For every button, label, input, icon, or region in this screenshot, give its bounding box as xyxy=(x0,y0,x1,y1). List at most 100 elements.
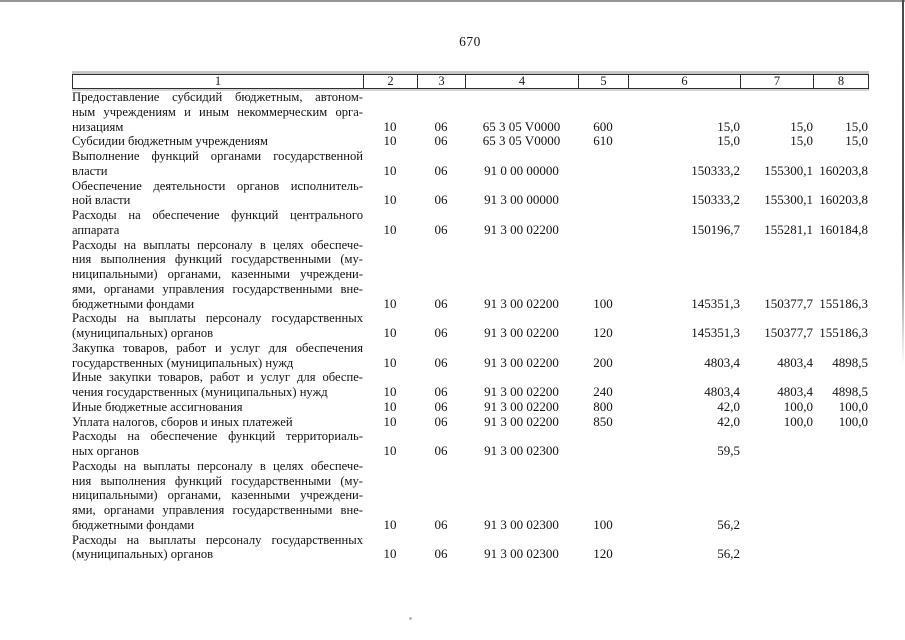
row-label-line: ным учреждениям и иным некоммерческим ор… xyxy=(72,104,363,119)
col-sum-year2: 150377,7 xyxy=(764,295,813,311)
row-label-line: власти xyxy=(72,163,108,178)
table-row: Предоставление субсидий бюджетным, автон… xyxy=(72,90,868,134)
col-rz: 10 xyxy=(383,413,397,429)
table-row: Расходы на выплаты персоналу в целях обе… xyxy=(72,238,868,312)
col-sum-year2 xyxy=(740,429,813,459)
col-sum-year1: 15,0 xyxy=(717,133,740,149)
col-sum-year3: 160203,8 xyxy=(819,192,868,208)
col-csr-code: 91 3 00 02200 xyxy=(484,398,559,414)
row-label-line: Закупка товаров, работ и услуг для обесп… xyxy=(72,340,363,355)
col-sum-year2: 15,0 xyxy=(790,133,813,149)
col-rz: 10 xyxy=(383,325,397,340)
col-sum-year1: 42,0 xyxy=(717,413,740,429)
col-rz: 10 xyxy=(383,133,397,149)
col-pr: 06 xyxy=(434,546,448,562)
row-label-line: ями, органами управления государственным… xyxy=(72,503,363,517)
col-pr: 06 xyxy=(434,443,448,458)
row-label-line: ниципальными) органами, казенными учрежд… xyxy=(72,488,363,503)
row-label-line: Расходы на выплаты персоналу в целях обе… xyxy=(72,237,363,252)
row-label: Выполнение функций органами государствен… xyxy=(72,149,363,179)
row-label-line: ниципальными) органами, казенными учрежд… xyxy=(72,267,363,281)
column-header-5: 5 xyxy=(578,74,629,89)
col-csr-code: 91 3 00 02200 xyxy=(484,295,559,311)
col-pr: 06 xyxy=(434,118,448,134)
row-label: Иные закупки товаров, работ и услуг для … xyxy=(72,370,363,400)
col-sum-year3 xyxy=(813,533,868,563)
col-sum-year1: 150333,2 xyxy=(691,192,740,208)
col-sum-year3 xyxy=(813,429,868,459)
col-sum-year3: 4898,5 xyxy=(832,354,868,370)
col-sum-year2 xyxy=(740,459,813,533)
column-header-7: 7 xyxy=(740,74,814,89)
col-sum-year1: 15,0 xyxy=(717,118,740,134)
row-label: Расходы на выплаты персоналу в целях обе… xyxy=(72,238,363,312)
scan-edge-top xyxy=(0,0,905,2)
col-vr-code xyxy=(578,208,628,238)
col-vr-code: 200 xyxy=(593,354,613,370)
column-header-2: 2 xyxy=(363,74,418,89)
row-label: Расходы на выплаты персоналу в целях обе… xyxy=(72,459,363,533)
col-pr: 06 xyxy=(434,398,448,414)
row-label-line: Уплата налогов, сборов и иных платежей xyxy=(72,414,293,429)
row-label: Субсидии бюджетным учреждениям xyxy=(72,134,363,149)
col-sum-year2: 100,0 xyxy=(783,398,813,414)
row-label-line: бюджетными фондами xyxy=(72,517,195,532)
table-row: Выполнение функций органами государствен… xyxy=(72,149,868,179)
col-csr-code: 65 3 05 V0000 xyxy=(482,118,561,134)
col-sum-year1: 56,2 xyxy=(717,516,740,532)
column-header-3: 3 xyxy=(417,74,466,89)
col-vr-code: 600 xyxy=(593,118,613,134)
row-label: Обеспечение деятельности органов исполни… xyxy=(72,179,363,209)
table-row: Расходы на выплаты персоналу государстве… xyxy=(72,311,868,341)
row-label-line: низациям xyxy=(72,119,124,134)
col-csr-code: 91 3 00 02300 xyxy=(484,546,559,562)
col-rz: 10 xyxy=(383,295,397,311)
row-label-line: Иные закупки товаров, работ и услуг для … xyxy=(72,370,363,385)
col-sum-year2: 4803,4 xyxy=(777,354,813,370)
col-rz: 10 xyxy=(383,398,397,414)
col-vr-code: 800 xyxy=(593,398,613,414)
col-csr-code: 91 3 00 02300 xyxy=(484,516,559,532)
col-sum-year2: 100,0 xyxy=(783,413,813,429)
scan-noise-dot xyxy=(409,617,412,620)
col-csr-code: 91 3 00 02200 xyxy=(484,325,559,340)
col-sum-year2: 155300,1 xyxy=(764,162,813,178)
col-sum-year2: 15,0 xyxy=(790,118,813,134)
col-vr-code: 100 xyxy=(593,295,613,311)
col-vr-code xyxy=(578,149,628,179)
col-rz: 10 xyxy=(383,443,397,458)
col-pr: 06 xyxy=(434,516,448,532)
col-vr-code xyxy=(578,429,628,459)
column-header-6: 6 xyxy=(628,74,741,89)
row-label: Расходы на выплаты персоналу государстве… xyxy=(72,533,363,563)
row-label-line: ния выполнения функций государственными … xyxy=(72,473,363,488)
row-label-line: ями, органами управления государственным… xyxy=(72,281,363,296)
row-label: Расходы на выплаты персоналу государстве… xyxy=(72,311,363,341)
col-csr-code: 65 3 05 V0000 xyxy=(482,133,561,149)
col-sum-year1: 150196,7 xyxy=(691,221,740,237)
col-rz: 10 xyxy=(383,546,397,562)
col-csr-code: 91 3 00 00000 xyxy=(484,192,559,208)
table-row: Расходы на выплаты персоналу в целях обе… xyxy=(72,459,868,533)
col-rz: 10 xyxy=(383,384,397,399)
col-sum-year3: 100,0 xyxy=(838,413,868,429)
column-header-4: 4 xyxy=(465,74,579,89)
col-pr: 06 xyxy=(434,413,448,429)
col-pr: 06 xyxy=(434,384,448,399)
col-pr: 06 xyxy=(434,295,448,311)
row-label: Расходы на обеспечение функций территори… xyxy=(72,429,363,459)
col-sum-year1: 150333,2 xyxy=(691,162,740,178)
row-label-line: ных органов xyxy=(72,444,139,458)
table-row: Уплата налогов, сборов и иных платежей 10… xyxy=(72,413,868,430)
table-row: Закупка товаров, работ и услуг для обесп… xyxy=(72,341,868,371)
row-label: Предоставление субсидий бюджетным, автон… xyxy=(72,90,363,134)
col-csr-code: 91 0 00 00000 xyxy=(484,162,559,178)
table-row: Субсидии бюджетным учреждениям 10 06 65 3 0… xyxy=(72,133,868,149)
row-label-line: Расходы на обеспечение функций территори… xyxy=(72,429,363,444)
col-vr-code: 850 xyxy=(593,413,613,429)
col-rz: 10 xyxy=(383,192,397,208)
row-label-line: Обеспечение деятельности органов исполни… xyxy=(72,178,363,193)
col-sum-year3: 4898,5 xyxy=(832,384,868,399)
table-row: Расходы на обеспечение функций центральн… xyxy=(72,208,868,238)
col-sum-year3: 160184,8 xyxy=(819,221,868,237)
